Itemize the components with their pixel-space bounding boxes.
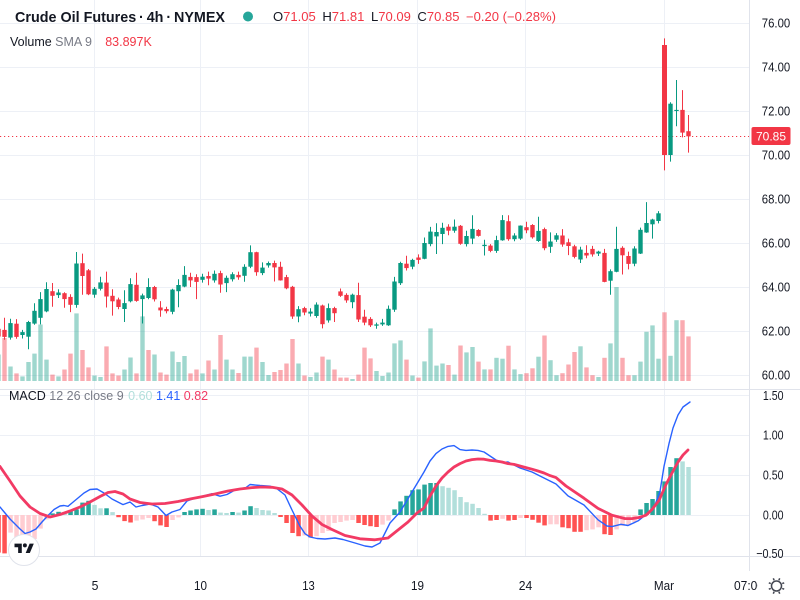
svg-text:O71.05 H71.81 L70.09 C70.85 −0: O71.05 H71.81 L70.09 C70.85 −0.20 (−0.28… [273, 10, 556, 24]
svg-text:5: 5 [92, 578, 99, 593]
svg-text:0.50: 0.50 [763, 468, 784, 483]
svg-text:Mar: Mar [654, 578, 675, 593]
svg-text:60.00: 60.00 [762, 368, 790, 383]
svg-text:10: 10 [194, 578, 207, 593]
svg-text:72.00: 72.00 [762, 104, 790, 119]
svg-text:Volume SMA 9 83.897K: Volume SMA 9 83.897K [10, 35, 152, 49]
svg-text:07:00: 07:00 [734, 578, 764, 593]
svg-text:0.00: 0.00 [763, 508, 784, 523]
svg-text:66.00: 66.00 [762, 236, 790, 251]
svg-text:19: 19 [411, 578, 424, 593]
svg-text:62.00: 62.00 [762, 324, 790, 339]
svg-text:76.00: 76.00 [762, 16, 790, 31]
svg-text:1.50: 1.50 [763, 388, 784, 403]
svg-text:64.00: 64.00 [762, 280, 790, 295]
svg-text:70.00: 70.00 [762, 148, 790, 163]
svg-text:Crude Oil Futures · 4h · NYMEX: Crude Oil Futures · 4h · NYMEX [15, 9, 225, 26]
svg-text:24: 24 [519, 578, 533, 593]
svg-text:74.00: 74.00 [762, 60, 790, 75]
svg-text:70.85: 70.85 [756, 130, 786, 144]
svg-text:68.00: 68.00 [762, 192, 790, 207]
svg-text:1.00: 1.00 [763, 428, 784, 443]
svg-text:13: 13 [302, 578, 315, 593]
svg-text:MACD 12 26 close 9 0.60 1.41: MACD 12 26 close 9 0.60 1.41 0.82 [9, 389, 208, 403]
svg-text:−0.50: −0.50 [756, 546, 783, 561]
